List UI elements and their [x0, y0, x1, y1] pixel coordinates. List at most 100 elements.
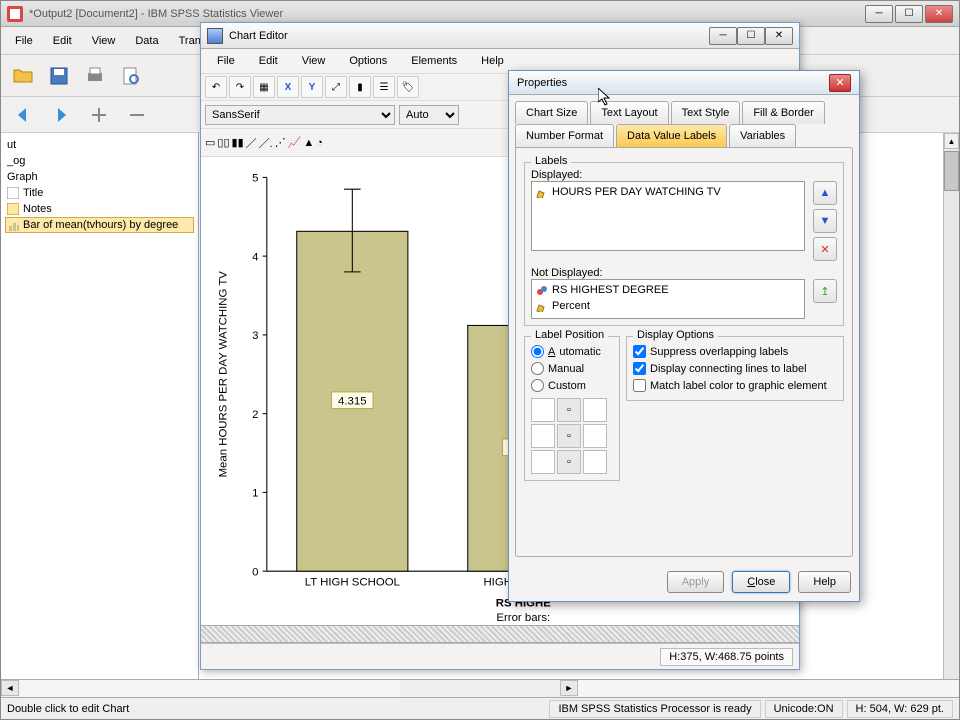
hbar-icon[interactable]: ☰ [373, 76, 395, 98]
statusbar: Double click to edit Chart IBM SPSS Stat… [1, 697, 959, 719]
move-down-button[interactable]: ▼ [813, 209, 837, 233]
ce-status-dims: H:375, W:468.75 points [660, 648, 793, 666]
line1-icon[interactable]: ／ [246, 135, 257, 151]
back-icon[interactable] [7, 99, 39, 131]
close-button[interactable]: Close [732, 571, 790, 593]
select-icon[interactable]: ▭ [205, 136, 215, 149]
preview-icon[interactable] [115, 60, 147, 92]
tab-fill-border[interactable]: Fill & Border [742, 101, 825, 124]
tree-item-chart[interactable]: Bar of mean(tvhours) by degree [5, 217, 194, 233]
add-button[interactable]: ↥ [813, 279, 837, 303]
status-dims: H: 504, W: 629 pt. [847, 700, 953, 718]
maximize-button[interactable]: ☐ [895, 5, 923, 23]
minus-icon[interactable] [121, 99, 153, 131]
ce-menu-elements[interactable]: Elements [399, 52, 469, 70]
x-icon[interactable]: X [277, 76, 299, 98]
menu-file[interactable]: File [5, 31, 43, 51]
menu-data[interactable]: Data [125, 31, 168, 51]
ce-menu-view[interactable]: View [290, 52, 338, 70]
apply-button[interactable]: Apply [667, 571, 725, 593]
tab-data-value-labels[interactable]: Data Value Labels [616, 124, 727, 147]
not-displayed-list[interactable]: RS HIGHEST DEGREE Percent [531, 279, 805, 319]
plus-icon[interactable] [83, 99, 115, 131]
list-item[interactable]: RS HIGHEST DEGREE [534, 282, 802, 298]
y-icon[interactable]: Y [301, 76, 323, 98]
ce-menu-edit[interactable]: Edit [247, 52, 290, 70]
vscrollbar[interactable]: ▲ [943, 133, 959, 679]
svg-text:2: 2 [252, 409, 258, 421]
print-icon[interactable] [79, 60, 111, 92]
tab-text-layout[interactable]: Text Layout [590, 101, 668, 124]
close-button[interactable]: ✕ [925, 5, 953, 23]
resize-hatch [201, 625, 799, 643]
ce-menu-help[interactable]: Help [469, 52, 516, 70]
undo-icon[interactable]: ↶ [205, 76, 227, 98]
radio-custom[interactable]: Custom [531, 377, 613, 394]
display-options-group: Display Options Suppress overlapping lab… [626, 336, 844, 401]
minimize-button[interactable]: ─ [865, 5, 893, 23]
open-icon[interactable] [7, 60, 39, 92]
list-item[interactable]: HOURS PER DAY WATCHING TV [534, 184, 802, 200]
displayed-label: Displayed: [531, 169, 837, 181]
forward-icon[interactable] [45, 99, 77, 131]
transpose-icon[interactable]: ⤢ [325, 76, 347, 98]
props-close-button[interactable]: ✕ [829, 74, 851, 92]
line3-icon[interactable]: ⋰ [275, 136, 286, 149]
status-hint: Double click to edit Chart [7, 703, 129, 715]
font-select[interactable]: SansSerif [205, 105, 395, 125]
radio-manual[interactable]: Manual [531, 360, 613, 377]
displayed-list[interactable]: HOURS PER DAY WATCHING TV [531, 181, 805, 251]
tree-item[interactable]: Graph [5, 169, 194, 185]
save-icon[interactable] [43, 60, 75, 92]
menu-view[interactable]: View [82, 31, 126, 51]
position-grid[interactable]: ▫ ▫ ▫ [531, 398, 613, 474]
line4-icon[interactable]: 📈 [288, 136, 302, 149]
app-icon [7, 6, 23, 22]
radio-automatic[interactable]: Automatic [531, 343, 613, 360]
move-up-button[interactable]: ▲ [813, 181, 837, 205]
tree-item-title[interactable]: Title [5, 185, 194, 201]
sidebar-hscroll[interactable]: ◄► [1, 679, 959, 697]
tab-number-format[interactable]: Number Format [515, 124, 614, 147]
pie-icon[interactable]: ◔ [316, 137, 323, 149]
svg-text:4: 4 [252, 251, 258, 263]
area-icon[interactable]: ▲ [303, 137, 314, 149]
check-match-color[interactable]: Match label color to graphic element [633, 377, 837, 394]
list-item[interactable]: Percent [534, 298, 802, 314]
check-lines[interactable]: Display connecting lines to label [633, 360, 837, 377]
bar-icon[interactable]: ▮ [349, 76, 371, 98]
ce-title: Chart Editor [229, 30, 288, 42]
props-title: Properties [517, 77, 567, 89]
labels-group: Labels Displayed: HOURS PER DAY WATCHING… [524, 162, 844, 326]
menu-edit[interactable]: Edit [43, 31, 82, 51]
size-select[interactable]: Auto [399, 105, 459, 125]
ce-menu-options[interactable]: Options [337, 52, 399, 70]
tree-item-notes[interactable]: Notes [5, 201, 194, 217]
ce-maximize-button[interactable]: ☐ [737, 27, 765, 45]
tree-item[interactable]: ut [5, 137, 194, 153]
help-button[interactable]: Help [798, 571, 851, 593]
remove-button[interactable]: ✕ [813, 237, 837, 261]
tree-item[interactable]: _og [5, 153, 194, 169]
status-processor: IBM SPSS Statistics Processor is ready [549, 700, 760, 718]
tab-text-style[interactable]: Text Style [671, 101, 741, 124]
outline-tree[interactable]: ut _og Graph Title Notes Bar of mean(tvh… [1, 133, 199, 679]
ce-close-button[interactable]: ✕ [765, 27, 793, 45]
svg-text:1: 1 [252, 488, 258, 500]
tab-variables[interactable]: Variables [729, 124, 796, 147]
bars1-icon[interactable]: ▯▯ [217, 136, 229, 149]
ce-minimize-button[interactable]: ─ [709, 27, 737, 45]
svg-text:Mean HOURS PER DAY WATCHING TV: Mean HOURS PER DAY WATCHING TV [217, 271, 229, 478]
svg-text:LT HIGH SCHOOL: LT HIGH SCHOOL [305, 577, 400, 589]
tab-chart-size[interactable]: Chart Size [515, 101, 588, 124]
grid-icon[interactable]: ▦ [253, 76, 275, 98]
label-icon[interactable]: 🏷 [397, 76, 419, 98]
bars2-icon[interactable]: ▮▮ [232, 136, 244, 149]
line2-icon[interactable]: ／. [259, 135, 273, 151]
dialog-buttons: Apply Close Help [509, 563, 859, 601]
ce-titlebar[interactable]: Chart Editor ─ ☐ ✕ [201, 23, 799, 49]
check-suppress[interactable]: Suppress overlapping labels [633, 343, 837, 360]
props-titlebar[interactable]: Properties ✕ [509, 71, 859, 95]
redo-icon[interactable]: ↷ [229, 76, 251, 98]
ce-menu-file[interactable]: File [205, 52, 247, 70]
